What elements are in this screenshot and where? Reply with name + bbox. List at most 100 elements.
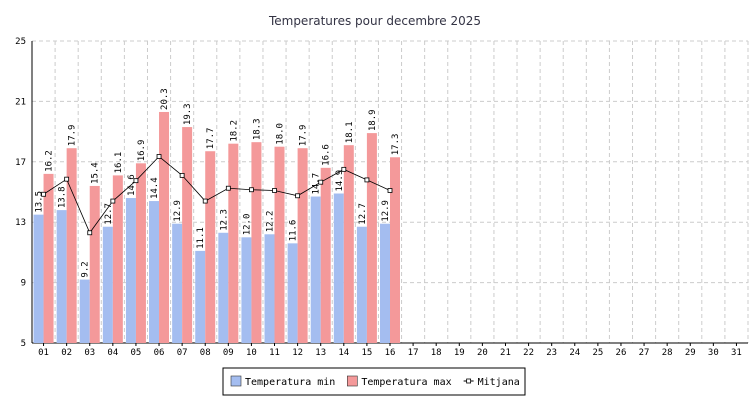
bar bbox=[125, 198, 136, 343]
y-tick-label: 17 bbox=[15, 158, 26, 168]
x-tick-label: 07 bbox=[177, 348, 188, 358]
x-tick-label: 09 bbox=[223, 348, 234, 358]
bar bbox=[43, 173, 54, 343]
value-label: 16.2 bbox=[45, 150, 55, 172]
x-tick-label: 31 bbox=[731, 348, 742, 358]
bar bbox=[310, 196, 321, 343]
chart-title: Temperatures pour decembre 2025 bbox=[268, 14, 481, 28]
value-label: 14.9 bbox=[335, 170, 345, 192]
line-marker bbox=[272, 188, 277, 193]
x-tick-label: 13 bbox=[315, 348, 326, 358]
x-tick-label: 05 bbox=[131, 348, 142, 358]
x-tick-label: 20 bbox=[477, 348, 488, 358]
value-label: 19.3 bbox=[183, 103, 193, 125]
line-marker bbox=[249, 187, 254, 193]
value-label: 17.9 bbox=[68, 125, 78, 147]
bar bbox=[366, 133, 377, 343]
x-tick-label: 03 bbox=[84, 348, 95, 358]
x-tick-label: 26 bbox=[616, 348, 627, 358]
x-tick-label: 19 bbox=[454, 348, 465, 358]
bar bbox=[159, 111, 170, 343]
legend-swatch bbox=[347, 375, 358, 387]
x-tick-label: 12 bbox=[292, 348, 303, 358]
value-label: 13.8 bbox=[58, 186, 68, 208]
value-label: 17.9 bbox=[299, 125, 309, 147]
value-label: 13.5 bbox=[35, 191, 45, 213]
value-label: 20.3 bbox=[160, 88, 170, 110]
line-marker bbox=[41, 191, 46, 197]
bar bbox=[89, 185, 100, 343]
value-label: 18.1 bbox=[345, 122, 355, 144]
bar bbox=[112, 175, 123, 343]
line-marker bbox=[179, 172, 185, 178]
bar bbox=[218, 232, 229, 343]
x-tick-label: 02 bbox=[61, 348, 72, 358]
value-label: 12.3 bbox=[219, 209, 229, 231]
bar bbox=[195, 250, 206, 343]
value-label: 14.7 bbox=[312, 173, 322, 195]
y-tick-label: 21 bbox=[15, 97, 26, 107]
bar bbox=[251, 142, 262, 343]
bar bbox=[66, 148, 77, 343]
value-label: 14.6 bbox=[127, 174, 137, 196]
legend-label: Temperatura min bbox=[245, 377, 335, 388]
value-label: 12.9 bbox=[173, 200, 183, 222]
value-label: 15.4 bbox=[91, 162, 101, 184]
x-tick-label: 23 bbox=[546, 348, 557, 358]
x-tick-label: 18 bbox=[431, 348, 442, 358]
value-label: 11.6 bbox=[289, 220, 299, 242]
line-marker bbox=[295, 193, 301, 199]
legend-label: Mitjana bbox=[478, 377, 520, 388]
y-tick-label: 25 bbox=[15, 37, 26, 47]
value-label: 12.9 bbox=[381, 200, 391, 222]
x-tick-label: 06 bbox=[154, 348, 165, 358]
bar bbox=[264, 234, 275, 343]
legend-box bbox=[222, 367, 526, 396]
bar bbox=[343, 145, 354, 343]
y-tick-label: 5 bbox=[21, 339, 26, 349]
bar bbox=[149, 201, 160, 343]
x-tick-label: 08 bbox=[200, 348, 211, 358]
bar bbox=[33, 214, 44, 343]
x-tick-label: 30 bbox=[708, 348, 719, 358]
value-label: 16.6 bbox=[322, 144, 332, 166]
value-label: 12.7 bbox=[358, 203, 368, 225]
value-label: 16.1 bbox=[114, 152, 124, 174]
value-label: 17.7 bbox=[206, 128, 216, 150]
value-label: 14.4 bbox=[150, 177, 160, 199]
x-tick-label: 15 bbox=[361, 348, 372, 358]
bar bbox=[320, 167, 331, 343]
x-tick-label: 16 bbox=[385, 348, 396, 358]
legend-marker bbox=[466, 378, 472, 384]
line-marker bbox=[202, 198, 208, 204]
bar bbox=[297, 148, 308, 343]
x-tick-label: 17 bbox=[408, 348, 419, 358]
bar bbox=[356, 226, 367, 343]
legend-swatch bbox=[230, 375, 242, 387]
value-label: 11.1 bbox=[196, 227, 206, 249]
value-label: 18.3 bbox=[252, 118, 262, 140]
x-tick-label: 29 bbox=[685, 348, 696, 358]
line-marker bbox=[133, 178, 139, 184]
line-marker bbox=[364, 177, 370, 183]
bar bbox=[380, 223, 390, 343]
x-tick-label: 10 bbox=[246, 348, 257, 358]
value-label: 9.2 bbox=[81, 261, 91, 277]
value-label: 12.7 bbox=[104, 203, 114, 225]
x-tick-label: 01 bbox=[38, 348, 49, 358]
line-marker bbox=[156, 154, 162, 159]
bar bbox=[333, 193, 344, 343]
line-marker bbox=[64, 176, 70, 182]
x-tick-label: 25 bbox=[592, 348, 603, 358]
value-label: 18.2 bbox=[229, 120, 239, 142]
line bbox=[43, 155, 391, 234]
x-tick-label: 27 bbox=[639, 348, 650, 358]
value-label: 18.9 bbox=[368, 109, 378, 131]
value-label: 12.0 bbox=[242, 214, 252, 236]
bar bbox=[287, 243, 298, 343]
bar bbox=[135, 163, 146, 343]
bar bbox=[182, 127, 193, 343]
line-marker bbox=[387, 188, 393, 193]
x-tick-label: 04 bbox=[107, 348, 118, 358]
